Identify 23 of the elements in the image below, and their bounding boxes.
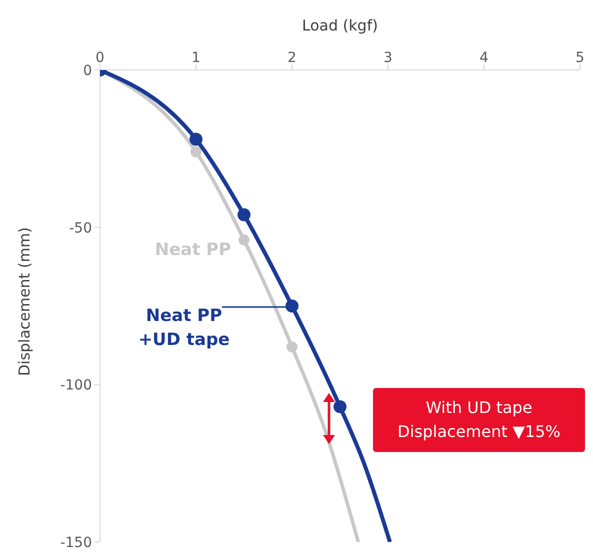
y-tick-label: -150 <box>60 534 92 551</box>
y-axis-title: Displacement (mm) <box>15 227 34 376</box>
point <box>286 300 298 312</box>
callout-box: With UD tape Displacement ▼15% <box>373 388 585 452</box>
annotation: Displacement ▼15% <box>396 421 562 443</box>
x-tick-label: 3 <box>384 50 392 66</box>
point <box>334 400 346 414</box>
point <box>238 208 250 222</box>
y-tick-label: -100 <box>60 378 92 394</box>
x-tick-label: 5 <box>576 50 584 66</box>
point <box>190 132 202 146</box>
y-tick-label: -50 <box>69 220 92 236</box>
x-tick-label: 2 <box>288 50 296 66</box>
point <box>190 146 202 158</box>
text: Neat PP +UD tape <box>137 305 231 352</box>
x-axis-title: Load (kgf) <box>302 16 378 35</box>
point <box>286 341 298 352</box>
x-tick-label: 0 <box>96 50 104 66</box>
x-tick-label: 1 <box>192 50 200 66</box>
point <box>238 234 250 246</box>
y-tick-label: 0 <box>83 62 92 79</box>
annotation: With UD tape <box>424 397 534 419</box>
x-tick-label: 4 <box>480 50 489 66</box>
